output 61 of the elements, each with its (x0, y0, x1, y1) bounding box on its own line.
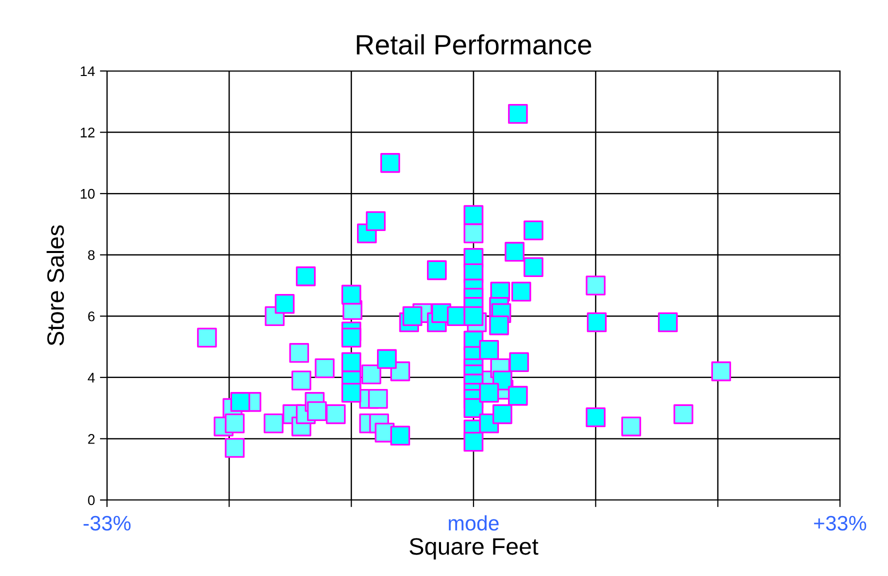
y-tick-label: 14 (80, 66, 95, 76)
x-tick-label: mode (448, 515, 499, 531)
point (479, 340, 499, 360)
y-tick-label: 12 (80, 128, 94, 138)
point (197, 328, 217, 348)
y-tick-label: 0 (88, 495, 95, 506)
point (426, 260, 447, 280)
point (586, 276, 606, 296)
point (504, 242, 524, 262)
x-axis-title: Square Feet (410, 538, 538, 560)
point (230, 392, 250, 412)
point (674, 404, 694, 424)
point (224, 414, 245, 434)
y-axis-title: Store Sales (46, 225, 64, 346)
point (489, 315, 509, 336)
point (224, 438, 245, 458)
point (380, 153, 400, 173)
point (711, 361, 732, 382)
point (264, 414, 284, 434)
point (291, 370, 312, 390)
y-tick-label: 2 (88, 434, 94, 444)
x-tick-label: +33% (814, 516, 866, 531)
point (511, 282, 532, 302)
point (464, 205, 484, 225)
point (341, 284, 362, 305)
point (314, 358, 335, 378)
y-tick-label: 4 (88, 372, 95, 382)
x-tick-label: -33% (84, 516, 131, 531)
point (341, 352, 362, 372)
point (464, 224, 484, 244)
point (479, 382, 499, 403)
point (492, 404, 512, 424)
point (366, 211, 386, 232)
point (524, 220, 544, 240)
point (658, 312, 678, 332)
point (508, 104, 528, 124)
point (289, 343, 310, 363)
point (464, 398, 484, 418)
point (341, 328, 362, 348)
point (524, 257, 544, 278)
point (390, 426, 410, 446)
point (274, 294, 295, 314)
point (586, 407, 606, 428)
y-tick-label: 8 (88, 250, 95, 260)
point (376, 349, 397, 369)
point (621, 416, 642, 436)
point (402, 306, 422, 326)
point (341, 382, 362, 403)
point (508, 386, 528, 406)
chart-title: Retail Performance (356, 34, 592, 55)
point (361, 364, 382, 384)
point (307, 401, 327, 422)
point (509, 352, 529, 372)
point (296, 266, 316, 286)
point (368, 388, 388, 409)
point (464, 306, 484, 326)
y-tick-label: 6 (88, 311, 95, 322)
point (586, 312, 607, 332)
y-tick-label: 10 (80, 188, 95, 199)
point (464, 432, 484, 452)
point (326, 404, 346, 424)
